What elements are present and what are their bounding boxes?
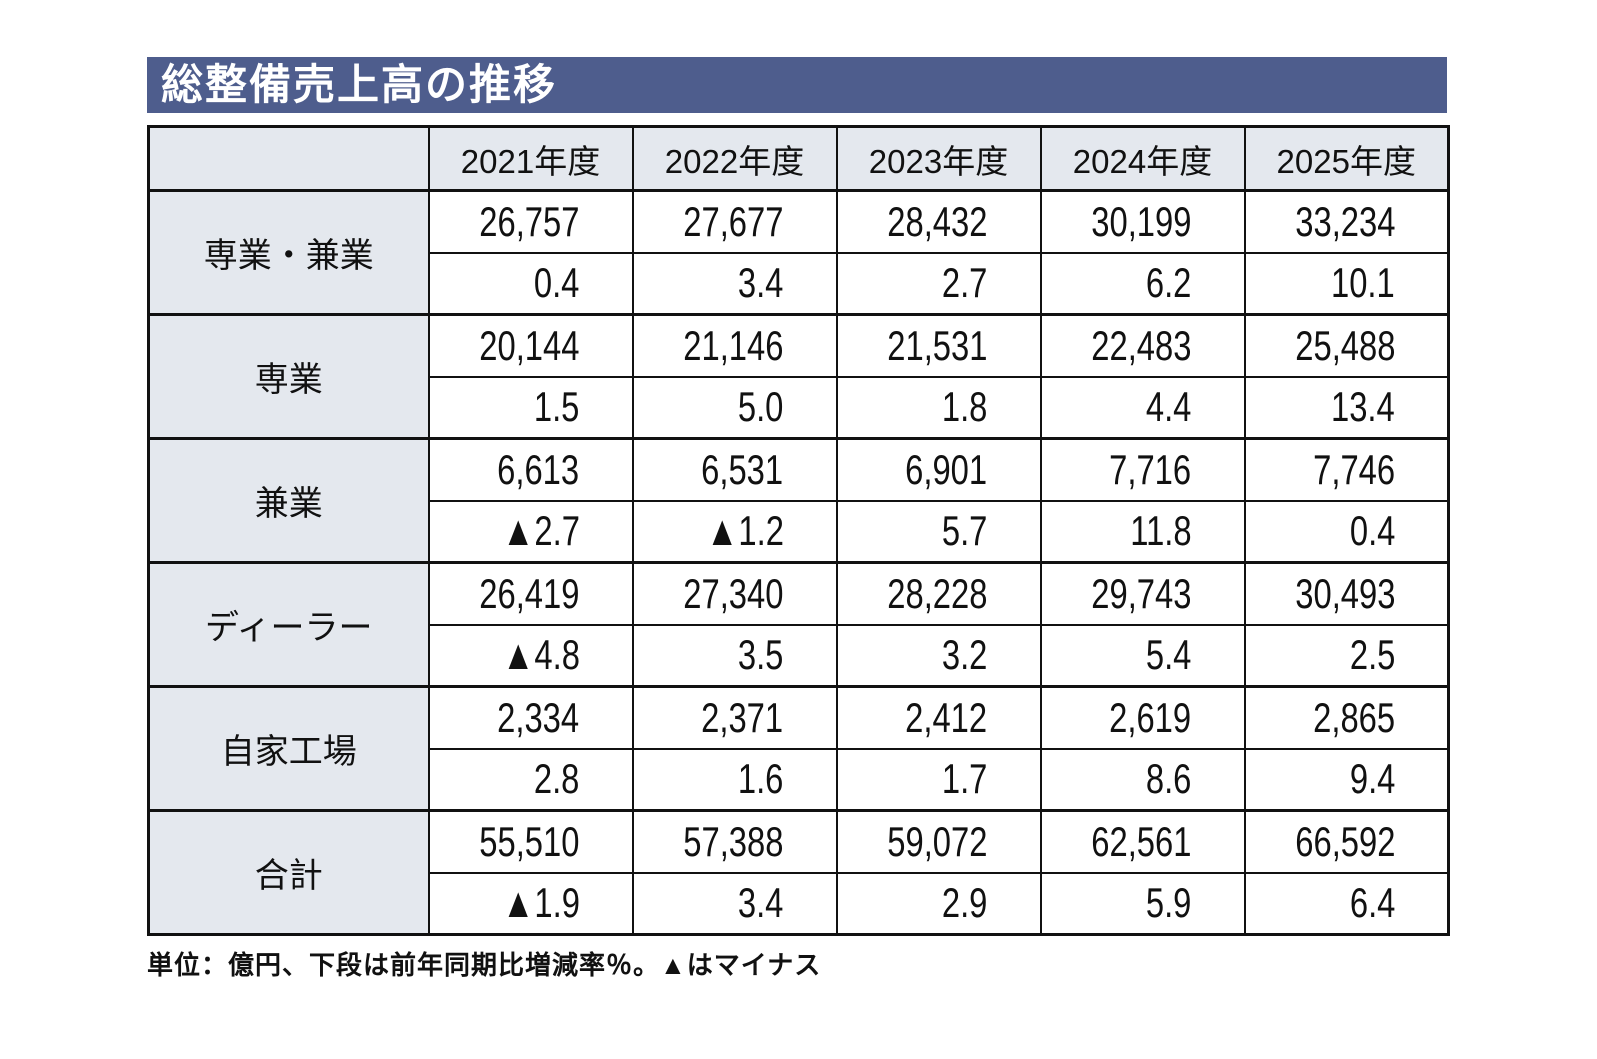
value-cell: 2,865	[1243, 685, 1450, 750]
value-cell: 27,677	[631, 189, 838, 254]
value-cell: 2,619	[1039, 685, 1246, 750]
value-cell: 6,901	[835, 437, 1042, 502]
value-row: 合計 55,510 57,388 59,072 62,561 66,592	[147, 809, 1450, 936]
change-row: 1.5 5.0 1.8 4.4 13.4	[149, 375, 1450, 440]
row-group-dealer: ディーラー 26,419 27,340 28,228 29,743 30,493…	[147, 561, 1450, 688]
sales-table: 2021年度 2022年度 2023年度 2024年度 2025年度 専業・兼業…	[147, 125, 1450, 936]
value-cell: 26,757	[427, 189, 634, 254]
change-row: ▲1.9 3.4 2.9 5.9 6.4	[149, 871, 1450, 936]
value-cell: 30,199	[1039, 189, 1246, 254]
change-cell: 10.1	[1243, 251, 1450, 316]
value-row: 自家工場 2,334 2,371 2,412 2,619 2,865	[147, 685, 1450, 812]
value-cell: 27,340	[631, 561, 838, 626]
row-group-jika-koujou: 自家工場 2,334 2,371 2,412 2,619 2,865 2.8 1…	[147, 685, 1450, 812]
row-label: 専業・兼業	[147, 189, 430, 316]
change-row: ▲2.7 ▲1.2 5.7 11.8 0.4	[149, 499, 1450, 564]
value-cell: 26,419	[427, 561, 634, 626]
header-year-2024: 2024年度	[1039, 125, 1246, 192]
change-cell: ▲4.8	[427, 623, 634, 688]
value-cell: 2,412	[835, 685, 1042, 750]
change-cell: 5.4	[1039, 623, 1246, 688]
sales-table-figure: 総整備売上高の推移 2021年度 2022年度 2023年度 2024年度 20…	[147, 57, 1450, 982]
change-cell: 6.2	[1039, 251, 1246, 316]
change-cell: 13.4	[1243, 375, 1450, 440]
change-cell: 2.7	[835, 251, 1042, 316]
row-group-sengyou: 専業 20,144 21,146 21,531 22,483 25,488 1.…	[147, 313, 1450, 440]
change-cell: 3.5	[631, 623, 838, 688]
header-row: 2021年度 2022年度 2023年度 2024年度 2025年度	[147, 125, 1450, 192]
row-group-total: 合計 55,510 57,388 59,072 62,561 66,592 ▲1…	[147, 809, 1450, 936]
change-cell: 3.2	[835, 623, 1042, 688]
value-cell: 62,561	[1039, 809, 1246, 874]
change-cell: 0.4	[1243, 499, 1450, 564]
change-cell: 0.4	[427, 251, 634, 316]
row-label: 自家工場	[147, 685, 430, 812]
row-label: 合計	[147, 809, 430, 936]
value-cell: 28,228	[835, 561, 1042, 626]
change-cell: 3.4	[631, 251, 838, 316]
change-cell: 5.0	[631, 375, 838, 440]
figure-title-bar: 総整備売上高の推移	[147, 57, 1447, 113]
change-cell: 1.5	[427, 375, 634, 440]
change-cell: ▲2.7	[427, 499, 634, 564]
change-cell: 9.4	[1243, 747, 1450, 812]
value-row: 専業・兼業 26,757 27,677 28,432 30,199 33,234	[147, 189, 1450, 316]
change-cell: 5.7	[835, 499, 1042, 564]
change-cell: 2.8	[427, 747, 634, 812]
header-empty-cell	[147, 125, 430, 192]
value-cell: 25,488	[1243, 313, 1450, 378]
change-cell: 2.9	[835, 871, 1042, 936]
value-cell: 7,746	[1243, 437, 1450, 502]
value-cell: 22,483	[1039, 313, 1246, 378]
header-year-2025: 2025年度	[1243, 125, 1450, 192]
value-cell: 7,716	[1039, 437, 1246, 502]
value-cell: 6,531	[631, 437, 838, 502]
header-year-2021: 2021年度	[427, 125, 634, 192]
value-cell: 2,371	[631, 685, 838, 750]
value-row: ディーラー 26,419 27,340 28,228 29,743 30,493	[147, 561, 1450, 688]
change-cell: 2.5	[1243, 623, 1450, 688]
value-cell: 59,072	[835, 809, 1042, 874]
change-row: 2.8 1.6 1.7 8.6 9.4	[149, 747, 1450, 812]
value-row: 専業 20,144 21,146 21,531 22,483 25,488	[147, 313, 1450, 440]
value-row: 兼業 6,613 6,531 6,901 7,716 7,746	[147, 437, 1450, 564]
change-cell: 4.4	[1039, 375, 1246, 440]
change-cell: 1.7	[835, 747, 1042, 812]
change-cell: 5.9	[1039, 871, 1246, 936]
change-cell: 6.4	[1243, 871, 1450, 936]
change-cell: ▲1.2	[631, 499, 838, 564]
value-cell: 29,743	[1039, 561, 1246, 626]
value-cell: 55,510	[427, 809, 634, 874]
value-cell: 66,592	[1243, 809, 1450, 874]
change-cell: 3.4	[631, 871, 838, 936]
row-label: ディーラー	[147, 561, 430, 688]
change-cell: ▲1.9	[427, 871, 634, 936]
value-cell: 2,334	[427, 685, 634, 750]
row-label: 専業	[147, 313, 430, 440]
figure-title: 総整備売上高の推移	[161, 61, 558, 108]
value-cell: 33,234	[1243, 189, 1450, 254]
change-cell: 11.8	[1039, 499, 1246, 564]
change-row: ▲4.8 3.5 3.2 5.4 2.5	[149, 623, 1450, 688]
value-cell: 21,146	[631, 313, 838, 378]
row-group-kengyou: 兼業 6,613 6,531 6,901 7,716 7,746 ▲2.7 ▲1…	[147, 437, 1450, 564]
header-year-2022: 2022年度	[631, 125, 838, 192]
change-cell: 1.6	[631, 747, 838, 812]
value-cell: 20,144	[427, 313, 634, 378]
change-cell: 1.8	[835, 375, 1042, 440]
value-cell: 21,531	[835, 313, 1042, 378]
header-year-2023: 2023年度	[835, 125, 1042, 192]
value-cell: 30,493	[1243, 561, 1450, 626]
row-label: 兼業	[147, 437, 430, 564]
value-cell: 57,388	[631, 809, 838, 874]
change-row: 0.4 3.4 2.7 6.2 10.1	[149, 251, 1450, 316]
row-group-senngyou-kengyou: 専業・兼業 26,757 27,677 28,432 30,199 33,234…	[147, 189, 1450, 316]
change-cell: 8.6	[1039, 747, 1246, 812]
value-cell: 28,432	[835, 189, 1042, 254]
unit-footnote: 単位：億円、下段は前年同期比増減率％。▲はマイナス	[147, 950, 822, 980]
value-cell: 6,613	[427, 437, 634, 502]
